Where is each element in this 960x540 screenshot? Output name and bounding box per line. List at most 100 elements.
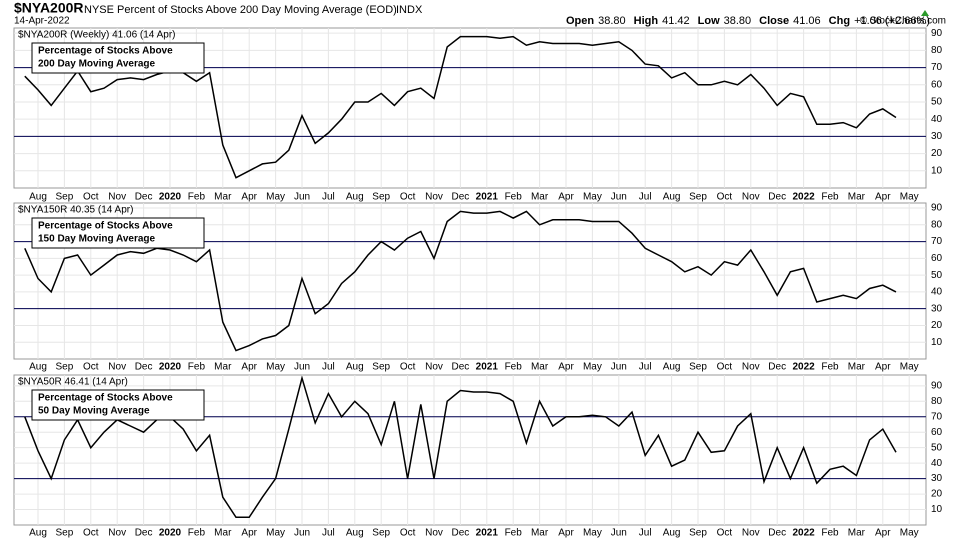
x-tick-label: Apr — [558, 528, 574, 539]
x-tick-label: Dec — [452, 362, 470, 373]
x-tick-label: Feb — [188, 192, 206, 203]
x-tick-label: Feb — [821, 362, 839, 373]
x-tick-label: Apr — [875, 362, 891, 373]
x-tick-label: 2022 — [792, 362, 815, 373]
x-tick-label: Oct — [83, 192, 99, 203]
x-tick-label: May — [583, 528, 602, 539]
annotation-text: Percentage of Stocks Above — [38, 393, 173, 404]
x-tick-label: Aug — [346, 192, 364, 203]
x-tick-label: May — [900, 192, 919, 203]
x-tick-label: Nov — [425, 362, 443, 373]
x-tick-label: Sep — [689, 528, 707, 539]
exchange: INDX — [396, 4, 423, 16]
y-tick-label: 10 — [931, 504, 943, 515]
x-tick-label: May — [266, 192, 285, 203]
y-tick-label: 30 — [931, 131, 943, 142]
y-tick-label: 80 — [931, 219, 943, 230]
x-tick-label: Jul — [639, 192, 652, 203]
symbol: $NYA200R — [14, 0, 84, 16]
x-tick-label: Nov — [108, 192, 126, 203]
y-tick-label: 70 — [931, 62, 943, 73]
annotation-box — [31, 389, 205, 421]
x-tick-label: Feb — [821, 528, 839, 539]
panel-frame — [13, 27, 927, 189]
x-tick-label: Mar — [848, 362, 866, 373]
x-tick-label: Jul — [322, 192, 335, 203]
y-tick-label: 60 — [931, 253, 943, 264]
x-tick-label: Jun — [611, 192, 627, 203]
y-tick-label: 50 — [931, 270, 943, 281]
annotation-text: 150 Day Moving Average — [38, 234, 156, 245]
x-tick-label: Mar — [214, 192, 232, 203]
x-tick-label: Apr — [875, 192, 891, 203]
panel-frame — [13, 374, 927, 526]
x-tick-label: Dec — [452, 528, 470, 539]
quote: Open 38.80 High 41.42 Low 38.80 Close 41.06 Chg +… — [566, 15, 930, 27]
x-tick-label: Feb — [188, 528, 206, 539]
x-tick-label: Sep — [689, 362, 707, 373]
x-tick-label: Oct — [83, 362, 99, 373]
panel-legend: $NYA150R 40.35 (14 Apr) — [18, 205, 133, 216]
x-tick-label: Oct — [717, 362, 733, 373]
x-tick-label: Mar — [848, 528, 866, 539]
x-tick-label: Aug — [29, 528, 47, 539]
x-tick-label: Apr — [241, 362, 257, 373]
x-tick-label: May — [266, 362, 285, 373]
x-tick-label: Apr — [875, 528, 891, 539]
x-tick-label: Aug — [29, 192, 47, 203]
x-tick-label: Sep — [689, 192, 707, 203]
x-tick-label: Jul — [322, 362, 335, 373]
quote-label: Chg — [829, 15, 850, 27]
x-tick-label: May — [583, 362, 602, 373]
y-tick-label: 70 — [931, 236, 943, 247]
x-tick-label: 2022 — [792, 192, 815, 203]
y-tick-label: 20 — [931, 489, 943, 500]
y-tick-label: 80 — [931, 396, 943, 407]
x-tick-label: 2022 — [792, 528, 815, 539]
quote-value: 38.80 — [724, 15, 752, 27]
x-tick-label: Nov — [742, 362, 760, 373]
x-tick-label: Dec — [768, 362, 786, 373]
quote-value: +1.06 (+2.66%) — [854, 15, 930, 27]
panel-legend: $NYA50R 46.41 (14 Apr) — [18, 377, 128, 388]
annotation-box — [31, 42, 205, 74]
y-tick-label: 40 — [931, 287, 943, 298]
x-tick-label: Oct — [400, 192, 416, 203]
x-tick-label: Feb — [505, 362, 523, 373]
y-tick-label: 30 — [931, 473, 943, 484]
x-tick-label: Mar — [531, 362, 549, 373]
x-tick-label: Dec — [768, 192, 786, 203]
x-tick-label: 2020 — [159, 362, 182, 373]
x-tick-label: Dec — [135, 362, 153, 373]
credit: © StockCharts.com — [860, 16, 946, 27]
x-tick-label: Jun — [611, 362, 627, 373]
x-tick-label: Jul — [639, 362, 652, 373]
x-tick-label: 2021 — [476, 192, 499, 203]
x-tick-label: Aug — [346, 528, 364, 539]
x-tick-label: Dec — [135, 528, 153, 539]
panel-legend: $NYA200R (Weekly) 41.06 (14 Apr) — [18, 30, 175, 41]
x-tick-label: Sep — [56, 362, 74, 373]
x-tick-label: Aug — [663, 528, 681, 539]
x-tick-label: Oct — [400, 528, 416, 539]
annotation-text: 200 Day Moving Average — [38, 59, 156, 70]
x-tick-label: Jun — [294, 192, 310, 203]
y-tick-label: 50 — [931, 97, 943, 108]
y-tick-label: 90 — [931, 203, 943, 214]
y-tick-label: 70 — [931, 411, 943, 422]
y-tick-label: 40 — [931, 458, 943, 469]
x-tick-label: Apr — [241, 192, 257, 203]
annotation-box — [31, 217, 205, 249]
x-tick-label: Sep — [372, 192, 390, 203]
quote-value: 38.80 — [598, 15, 626, 27]
quote-label: Low — [698, 15, 720, 27]
x-tick-label: Jun — [294, 362, 310, 373]
y-tick-label: 80 — [931, 45, 943, 56]
quote-value: 41.42 — [662, 15, 690, 27]
x-tick-label: Feb — [505, 192, 523, 203]
x-tick-label: 2021 — [476, 528, 499, 539]
x-tick-label: Nov — [108, 362, 126, 373]
panel-frame — [13, 202, 927, 360]
x-tick-label: May — [583, 192, 602, 203]
